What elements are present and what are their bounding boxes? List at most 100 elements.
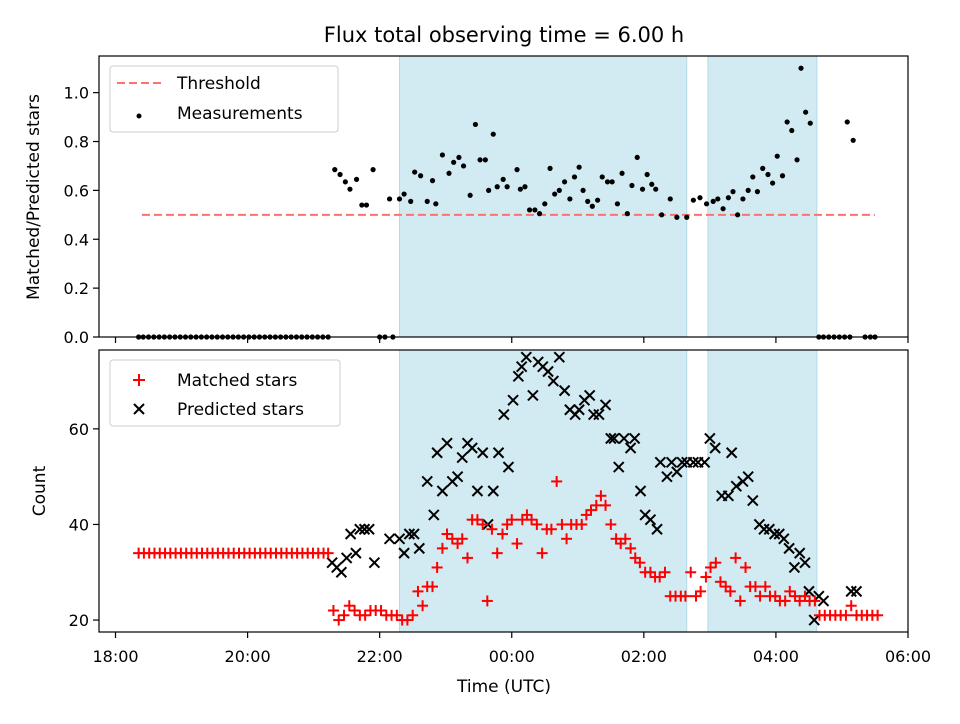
matched-point xyxy=(619,533,631,545)
predicted-point xyxy=(487,485,499,497)
count-y-axis-label: Count xyxy=(30,465,50,516)
measurement-point xyxy=(629,182,635,189)
measurement-point xyxy=(803,109,809,115)
x-axis-label: Time (UTC) xyxy=(456,677,551,697)
measurement-point xyxy=(754,189,761,195)
matched-point xyxy=(436,542,448,554)
predicted-point xyxy=(644,513,657,526)
matched-point xyxy=(685,566,697,578)
predicted-point xyxy=(593,408,605,421)
measurement-point xyxy=(542,201,548,207)
measurement-point xyxy=(735,212,741,218)
y-tick-label: 60 xyxy=(69,420,89,439)
predicted-point xyxy=(515,361,528,373)
predicted-point xyxy=(393,533,406,545)
predicted-point xyxy=(661,470,673,483)
predicted-point xyxy=(436,485,449,497)
matched-point xyxy=(407,609,419,621)
count-panel: 20 40 60 18:00 20:00 22:00 00:00 02:00 04:00 06:… xyxy=(30,349,931,697)
measurement-point xyxy=(653,186,659,192)
predicted-point xyxy=(471,485,484,497)
legend-measurement-dot-icon xyxy=(136,113,142,119)
matched-point xyxy=(576,518,588,530)
matched-point xyxy=(526,514,538,526)
predicted-point xyxy=(512,370,525,382)
matched-point xyxy=(625,542,637,554)
matched-point xyxy=(784,585,796,597)
matched-point xyxy=(417,600,429,612)
predicted-point xyxy=(335,566,348,578)
matched-point xyxy=(705,561,717,573)
matched-point xyxy=(333,614,345,626)
predicted-point xyxy=(403,528,416,540)
predicted-point xyxy=(451,470,464,483)
measurement-point xyxy=(659,212,665,218)
predicted-point xyxy=(354,523,366,535)
measurement-point xyxy=(798,65,804,71)
matched-point xyxy=(471,514,483,526)
measurement-point xyxy=(760,165,766,171)
matched-point xyxy=(412,585,424,597)
x-tick-label: 04:00 xyxy=(753,647,799,666)
measurement-point xyxy=(412,169,418,175)
x-tick-label: 06:00 xyxy=(885,647,931,666)
measurement-point xyxy=(745,187,751,193)
measurement-point xyxy=(451,159,457,165)
measurement-point xyxy=(720,206,726,212)
measurement-point xyxy=(580,187,586,193)
matched-point xyxy=(585,504,597,516)
shaded-interval-0 xyxy=(398,55,688,338)
shaded-interval-1 xyxy=(707,55,818,338)
matched-point xyxy=(634,557,646,569)
x-tick-label: 00:00 xyxy=(489,647,535,666)
matched-point xyxy=(391,609,403,621)
measurement-point xyxy=(789,127,795,134)
predicted-point xyxy=(671,466,683,478)
predicted-point xyxy=(441,437,453,449)
matched-point xyxy=(427,581,439,593)
legend-matched-plus-icon xyxy=(133,374,145,386)
measurement-point xyxy=(429,178,436,184)
predicted-point xyxy=(428,509,440,521)
measurement-point xyxy=(342,179,348,185)
matched-point xyxy=(679,590,691,602)
predicted-point xyxy=(722,490,735,502)
count-panel-frame xyxy=(98,349,909,633)
matched-point xyxy=(710,557,722,569)
predicted-point xyxy=(431,447,443,459)
measurement-point xyxy=(363,202,370,208)
measurement-point xyxy=(794,157,800,163)
predicted-point xyxy=(507,394,519,406)
measurement-point xyxy=(424,198,430,204)
matched-point xyxy=(327,604,339,616)
measurement-point xyxy=(337,171,343,178)
matched-point xyxy=(511,538,523,550)
y-tick-label: 40 xyxy=(69,515,89,534)
matched-point xyxy=(401,614,413,626)
predicted-point xyxy=(547,375,560,387)
matched-point xyxy=(595,490,607,502)
measurement-point xyxy=(332,167,338,173)
matched-point xyxy=(845,600,857,612)
matched-point xyxy=(749,581,761,593)
predicted-point xyxy=(624,442,637,454)
y-tick-label: 0.8 xyxy=(64,133,89,152)
matched-point xyxy=(446,533,458,545)
measurement-point xyxy=(609,179,615,185)
matched-point xyxy=(724,585,736,597)
x-tick-label: 18:00 xyxy=(92,647,138,666)
measurement-point xyxy=(561,179,568,185)
matched-point xyxy=(477,518,489,530)
measurement-point xyxy=(477,157,483,163)
predicted-point xyxy=(358,523,371,535)
predicted-point xyxy=(799,556,811,569)
predicted-point xyxy=(498,408,510,421)
predicted-point xyxy=(747,494,759,507)
predicted-point xyxy=(527,389,539,402)
predicted-point xyxy=(608,432,620,445)
measurement-point xyxy=(514,167,520,173)
predicted-point xyxy=(742,470,754,483)
matched-point xyxy=(481,595,493,607)
matched-point xyxy=(754,590,766,602)
measurement-point xyxy=(517,186,523,192)
